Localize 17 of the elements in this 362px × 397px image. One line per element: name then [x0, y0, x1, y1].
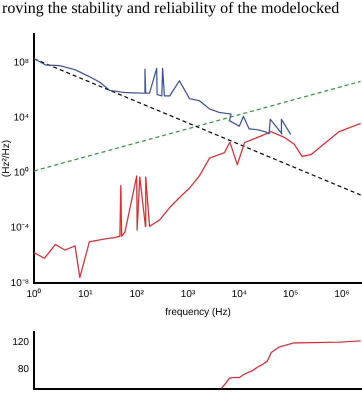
x-axis-title: frequency (Hz)	[165, 306, 231, 318]
x-tick-label: 10³	[180, 288, 196, 300]
y-tick-label: 10⁻⁴	[10, 222, 29, 234]
x-tick-label: 10⁰	[26, 288, 42, 300]
x-tick-label: 10⁶	[334, 288, 350, 300]
text: roving the stability and reliability of the modelocked	[2, 0, 340, 18]
x-tick-label: 10⁵	[283, 288, 298, 300]
y-tick-label: 10⁰	[14, 166, 29, 179]
y-tick-label: 10⁻⁸	[10, 278, 29, 289]
y-tick-label: 10⁴	[14, 112, 29, 124]
y-tick-label: 120	[12, 336, 30, 348]
y-axis-title: (Hz²/Hz)	[0, 140, 12, 178]
x-tick-label: 10²	[129, 288, 145, 300]
y-tick-label: 10⁸	[14, 58, 29, 69]
x-tick-label: 10¹	[78, 288, 94, 300]
x-tick-label: 10⁴	[232, 288, 248, 300]
y-tick-label: 80	[18, 364, 30, 376]
